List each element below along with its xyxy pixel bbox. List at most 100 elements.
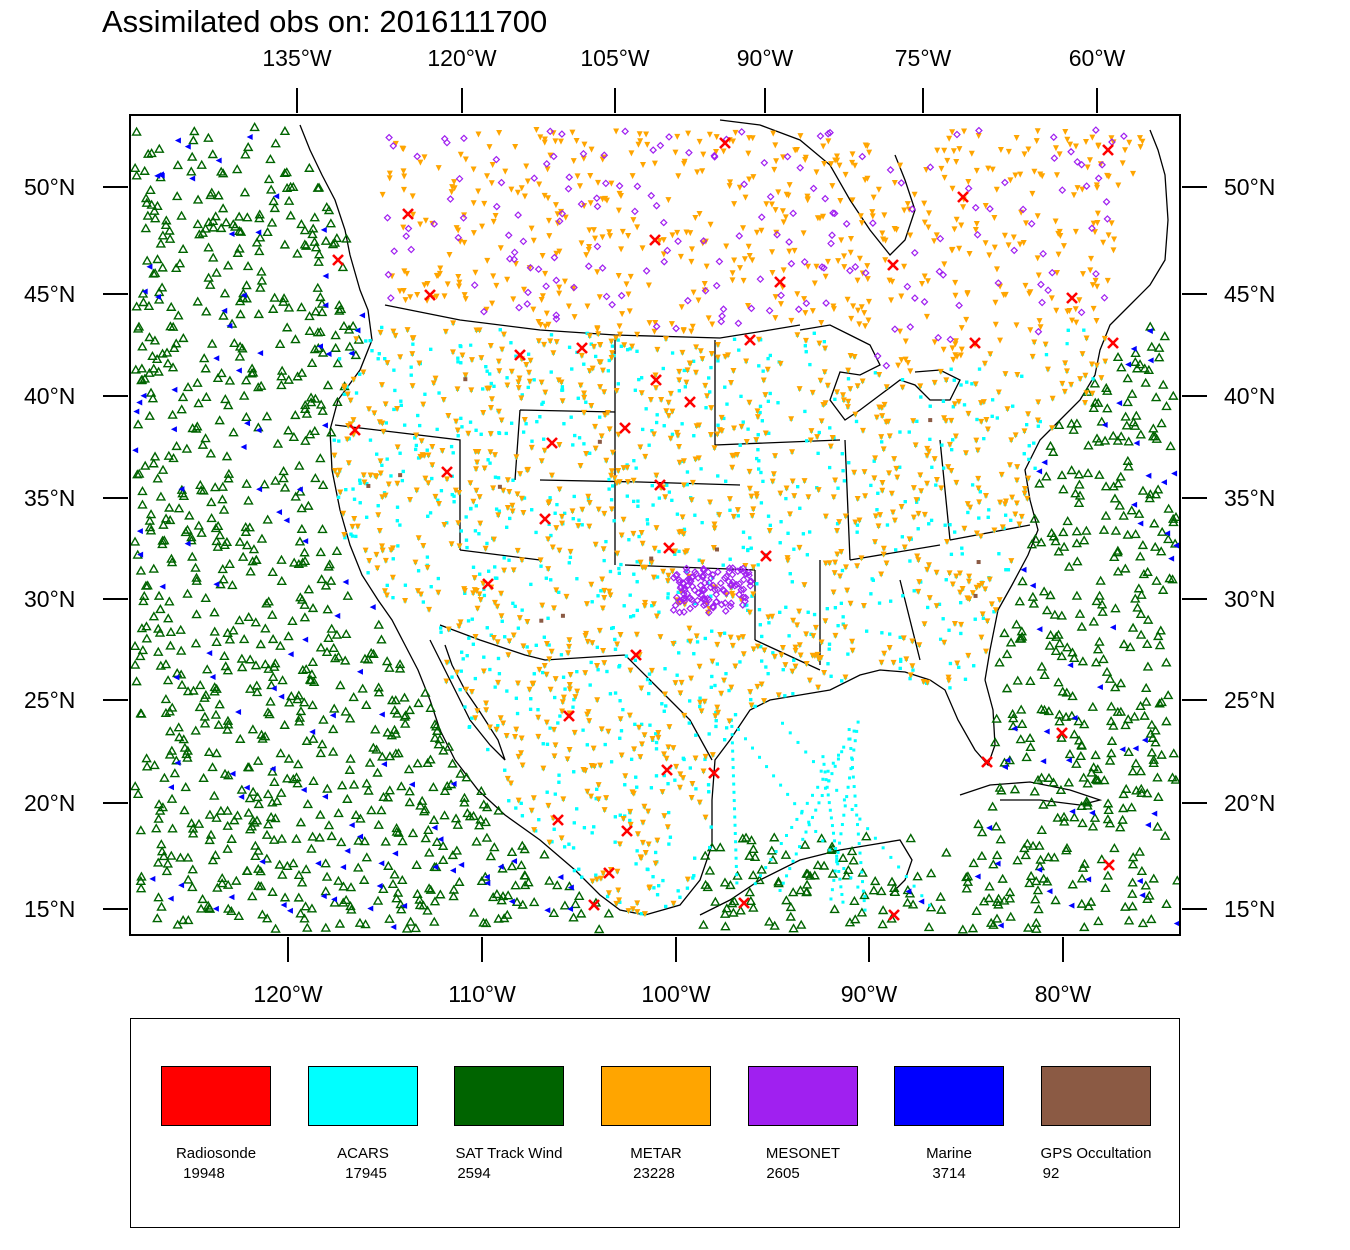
metar-marker [997, 337, 1004, 344]
sat-track-wind-marker [320, 886, 331, 896]
acars-marker [560, 388, 564, 392]
metar-marker [1025, 475, 1032, 482]
sat-track-wind-marker [164, 596, 175, 606]
acars-marker [959, 383, 963, 387]
acars-marker [839, 601, 844, 605]
sat-track-wind-marker [176, 679, 188, 689]
metar-marker [821, 161, 828, 168]
sat-track-wind-marker [1005, 637, 1017, 647]
metar-marker [949, 129, 956, 136]
sat-track-wind-marker [1049, 852, 1060, 862]
acars-marker [567, 345, 572, 349]
sat-track-wind-marker [1127, 622, 1139, 632]
acars-marker [562, 845, 567, 849]
sat-track-wind-marker [182, 382, 194, 392]
acars-marker [430, 476, 434, 481]
sat-track-wind-marker [1071, 590, 1083, 600]
sat-track-wind-marker [267, 886, 278, 896]
sat-track-wind-marker [251, 237, 263, 247]
sat-track-wind-marker [183, 915, 194, 925]
sat-track-wind-marker [418, 900, 429, 910]
metar-marker [601, 587, 608, 594]
sat-track-wind-marker [148, 268, 159, 278]
sat-track-wind-marker [307, 602, 319, 613]
sat-track-wind-marker [1117, 814, 1128, 824]
acars-marker [1004, 513, 1008, 517]
sat-track-wind-marker [234, 536, 246, 546]
metar-marker [696, 799, 703, 806]
sat-track-wind-marker [519, 870, 530, 880]
metar-marker [986, 576, 993, 583]
sat-track-wind-marker [160, 707, 172, 718]
sat-track-wind-marker [357, 683, 368, 693]
acars-marker [828, 465, 832, 470]
acars-marker [858, 851, 862, 855]
sat-track-wind-marker [1146, 719, 1158, 729]
acars-marker [1025, 423, 1029, 427]
sat-track-wind-marker [171, 440, 182, 451]
acars-marker [662, 709, 666, 713]
metar-marker [556, 486, 563, 493]
metar-marker [687, 638, 694, 645]
acars-marker [688, 766, 692, 770]
sat-track-wind-marker [844, 917, 856, 927]
sat-track-wind-marker [294, 536, 306, 546]
metar-marker [616, 897, 623, 904]
acars-marker [569, 415, 573, 419]
sat-track-wind-marker [325, 575, 337, 585]
sat-track-wind-marker [1090, 397, 1101, 407]
acars-marker [545, 742, 550, 746]
acars-marker [589, 660, 593, 665]
sat-track-wind-marker [1052, 812, 1063, 822]
sat-track-wind-marker [200, 223, 211, 233]
sat-track-wind-marker [1058, 484, 1069, 494]
sat-track-wind-marker [262, 789, 274, 799]
sat-track-wind-marker [1127, 859, 1139, 869]
metar-marker [1072, 306, 1079, 313]
metar-marker [1024, 495, 1031, 502]
sat-track-wind-marker [1148, 754, 1159, 764]
metar-marker [653, 613, 660, 620]
metar-marker [1031, 168, 1038, 175]
metar-marker [948, 417, 955, 424]
metar-marker [510, 567, 517, 574]
acars-marker [548, 726, 552, 730]
acars-marker [821, 755, 825, 759]
sat-track-wind-marker [729, 896, 740, 906]
sat-track-wind-marker [145, 387, 157, 397]
metar-marker [850, 303, 857, 310]
metar-marker [810, 633, 817, 640]
sat-track-wind-marker [202, 664, 213, 674]
acars-marker [986, 515, 990, 519]
metar-marker [472, 269, 479, 276]
metar-marker [625, 908, 632, 915]
sat-track-wind-marker [164, 233, 176, 243]
acars-marker [549, 578, 553, 582]
acars-marker [635, 560, 639, 564]
metar-marker [551, 753, 558, 760]
sat-track-wind-marker [1039, 669, 1050, 680]
metar-marker [647, 396, 654, 403]
metar-marker [432, 375, 439, 382]
metar-marker [1025, 411, 1032, 418]
acars-marker [358, 481, 362, 485]
acars-marker [948, 661, 953, 666]
metar-marker [847, 386, 854, 393]
metar-marker [1091, 229, 1098, 236]
sat-track-wind-marker [214, 415, 225, 425]
acars-marker [576, 396, 580, 400]
sat-track-wind-marker [1015, 704, 1027, 714]
acars-marker [841, 622, 845, 626]
sat-track-wind-marker [218, 504, 230, 514]
sat-track-wind-marker [1050, 536, 1061, 546]
metar-marker [680, 458, 687, 465]
sat-track-wind-marker [1147, 732, 1158, 742]
metar-marker [830, 589, 837, 596]
cuba-coastline [959, 781, 1103, 806]
sat-track-wind-marker [1168, 517, 1179, 527]
sat-track-wind-marker [401, 923, 413, 933]
sat-track-wind-marker [260, 623, 271, 633]
metar-marker [817, 377, 824, 384]
sat-track-wind-marker [410, 923, 422, 933]
sat-track-wind-marker [371, 744, 382, 754]
